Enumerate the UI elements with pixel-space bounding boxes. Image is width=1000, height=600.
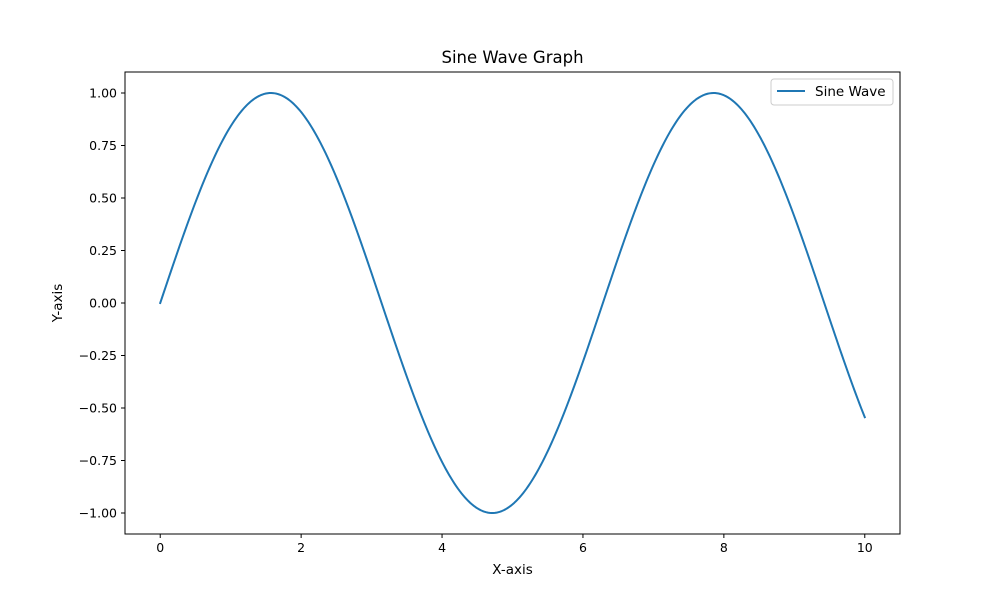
y-tick-label: −1.00 — [79, 506, 117, 521]
y-axis-label: Y-axis — [50, 284, 66, 324]
x-tick-label: 8 — [720, 540, 728, 555]
x-tick-label: 2 — [297, 540, 305, 555]
y-tick-label: 0.25 — [89, 243, 117, 258]
legend: Sine Wave — [770, 78, 894, 106]
x-tick-label: 6 — [579, 540, 587, 555]
y-tick-label: 0.50 — [89, 191, 117, 206]
x-tick-label: 10 — [857, 540, 873, 555]
y-tick-label: 0.75 — [89, 138, 117, 153]
legend-box — [770, 78, 894, 106]
x-axis-ticks: 0 2 4 6 8 10 — [156, 534, 873, 555]
series-layer — [158, 92, 867, 514]
y-tick-label: −0.75 — [79, 453, 117, 468]
legend-label-sine-wave: Sine Wave — [815, 84, 886, 100]
y-tick-label: −0.25 — [79, 348, 117, 363]
chart-title: Sine Wave Graph — [441, 48, 583, 67]
y-axis-ticks: −1.00 −0.75 −0.50 −0.25 0.00 0.25 0.50 0.75 1.00 — [79, 86, 125, 521]
plot-area — [125, 72, 900, 534]
x-tick-label: 0 — [156, 540, 164, 555]
y-tick-label: 0.00 — [89, 296, 117, 311]
x-tick-label: 4 — [438, 540, 446, 555]
y-tick-label: −0.50 — [79, 401, 117, 416]
y-tick-label: 1.00 — [89, 86, 117, 101]
x-axis-label: X-axis — [492, 562, 533, 578]
series-line-sine-wave — [158, 92, 867, 514]
